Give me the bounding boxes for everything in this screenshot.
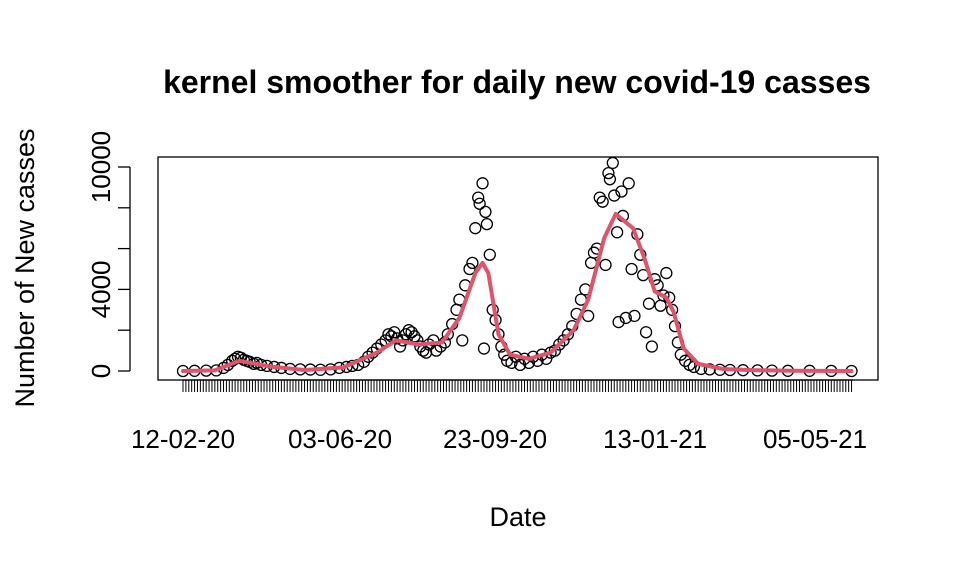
smoother-line — [181, 211, 854, 373]
data-point — [674, 348, 687, 361]
x-axis-label: Date — [489, 502, 546, 532]
data-point — [654, 299, 667, 312]
chart-title: kernel smoother for daily new covid-19 c… — [163, 64, 871, 100]
data-point — [625, 262, 638, 276]
x-axis: 12-02-20 03-06-20 23-09-20 13-01-21 05-05-21 — [131, 379, 867, 454]
data-point — [388, 326, 401, 339]
x-tick-label: 23-09-20 — [443, 424, 547, 454]
x-ticks — [182, 380, 853, 392]
data-point — [469, 222, 482, 235]
data-point — [456, 334, 469, 347]
data-point — [483, 248, 496, 261]
data-point — [599, 258, 612, 272]
x-tick-label: 05-05-21 — [763, 424, 867, 454]
data-point — [405, 326, 418, 339]
y-axis-label: Number of New casses — [10, 128, 40, 407]
data-point — [678, 354, 692, 367]
data-point — [615, 185, 628, 198]
data-point — [476, 177, 489, 190]
x-tick-label: 13-01-21 — [603, 424, 707, 454]
y-tick-label: 0 — [86, 364, 116, 378]
data-point — [582, 309, 595, 323]
data-point — [441, 328, 454, 341]
data-point — [606, 156, 619, 170]
data-point — [619, 311, 632, 325]
data-point — [610, 226, 624, 239]
data-point — [399, 328, 413, 341]
data-point — [603, 173, 617, 186]
data-point — [477, 342, 491, 355]
data-point — [642, 297, 656, 310]
data-point — [596, 195, 609, 208]
data-point — [612, 315, 625, 329]
x-tick-label: 12-02-20 — [131, 424, 235, 454]
y-tick-label: 10000 — [86, 131, 116, 203]
data-point — [665, 303, 679, 316]
data-point — [645, 340, 659, 353]
x-tick-label: 03-06-20 — [288, 424, 392, 454]
data-point — [657, 289, 670, 302]
data-point — [608, 189, 621, 202]
data-point — [479, 205, 492, 219]
data-point — [480, 217, 494, 231]
data-point — [553, 338, 566, 351]
data-point — [660, 266, 673, 280]
y-axis: 0 4000 10000 — [86, 131, 131, 378]
data-point — [548, 344, 562, 357]
y-tick-label: 4000 — [86, 260, 116, 318]
data-point — [472, 191, 485, 204]
data-point — [602, 166, 615, 180]
data-point — [466, 256, 479, 270]
data-point — [639, 326, 653, 339]
plot-area-border — [157, 156, 879, 381]
data-point — [430, 344, 443, 357]
data-point — [622, 177, 635, 190]
data-point — [505, 356, 518, 369]
data-point — [557, 334, 570, 347]
data-point — [628, 309, 641, 323]
data-point — [463, 262, 476, 276]
data-point — [473, 197, 486, 210]
data-point — [593, 191, 606, 204]
data-point — [514, 358, 527, 372]
data-points — [176, 156, 858, 378]
